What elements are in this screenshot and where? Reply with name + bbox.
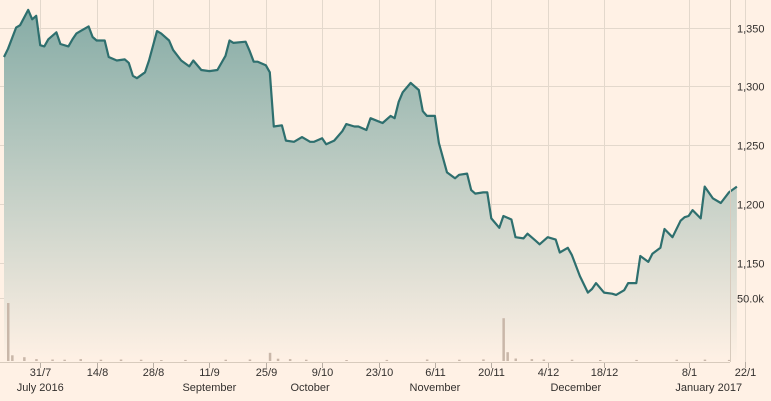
x-tick-label: 14/8 [87, 367, 108, 379]
volume-bar [11, 355, 14, 361]
y-tick-label: 1,300 [737, 82, 765, 94]
price-area [4, 9, 737, 363]
volume-bar [482, 359, 485, 361]
volume-bar [345, 360, 348, 361]
volume-bar [458, 359, 461, 361]
volume-bar [502, 318, 505, 361]
price-area-fill [4, 9, 737, 363]
month-label: January 2017 [675, 382, 742, 394]
volume-bar [542, 359, 546, 361]
volume-bar [276, 358, 280, 361]
volume-bar [506, 352, 509, 361]
volume-max-label: 50.0k [737, 294, 764, 306]
x-tick-label: 18/12 [591, 367, 619, 379]
month-label: October [290, 382, 329, 394]
month-label: September [182, 382, 236, 394]
axes: 1,350 1,300 1,250 1,200 1,150 50.0k 31/7 14/8 28… [0, 0, 765, 394]
x-tick-label: 31/7 [30, 367, 51, 379]
month-label: December [550, 382, 601, 394]
volume-bar [570, 359, 574, 361]
volume-bar [305, 359, 308, 361]
volume-bar [224, 359, 227, 361]
volume-bar [79, 359, 82, 361]
volume-bar [160, 360, 163, 361]
x-tick-label: 22/1 [735, 367, 756, 379]
x-tick-label: 23/10 [366, 367, 394, 379]
volume-bar [703, 359, 707, 361]
volume-bar [99, 359, 103, 361]
x-tick-label: 28/8 [143, 367, 164, 379]
volume-bar [63, 359, 66, 361]
volume-bar [635, 359, 638, 361]
month-label: November [410, 382, 461, 394]
volume-bar [425, 359, 429, 361]
volume-bar [35, 359, 38, 361]
volume-bar [7, 303, 10, 361]
volume-bar [139, 359, 143, 361]
x-tick-label: 11/9 [199, 367, 220, 379]
x-tick-label: 25/9 [256, 367, 277, 379]
x-tick-label: 20/11 [478, 367, 505, 379]
month-label: July 2016 [17, 382, 64, 394]
price-line [3, 8, 738, 296]
volume-bar [385, 359, 389, 361]
volume-bars [7, 303, 731, 361]
x-tick-label: 8/1 [682, 367, 697, 379]
x-tick-label: 6/11 [425, 367, 446, 379]
y-tick-label: 1,150 [737, 259, 765, 271]
volume-bar [530, 359, 534, 361]
volume-bar [51, 359, 54, 361]
volume-bar [288, 359, 292, 361]
volume-bar [184, 359, 187, 361]
volume-bar [727, 359, 731, 361]
volume-bar [248, 359, 252, 361]
price-line-group [3, 8, 738, 296]
volume-bar [675, 359, 678, 361]
y-tick-label: 1,250 [737, 141, 765, 153]
y-tick-label: 1,200 [737, 200, 765, 212]
volume-bar [23, 357, 26, 361]
volume-bar [599, 360, 602, 361]
volume-bar [514, 358, 517, 361]
volume-bar [119, 359, 123, 361]
x-tick-label: 4/12 [538, 367, 559, 379]
y-tick-label: 1,350 [737, 24, 765, 36]
volume-bar [268, 352, 272, 361]
x-tick-label: 9/10 [312, 367, 333, 379]
